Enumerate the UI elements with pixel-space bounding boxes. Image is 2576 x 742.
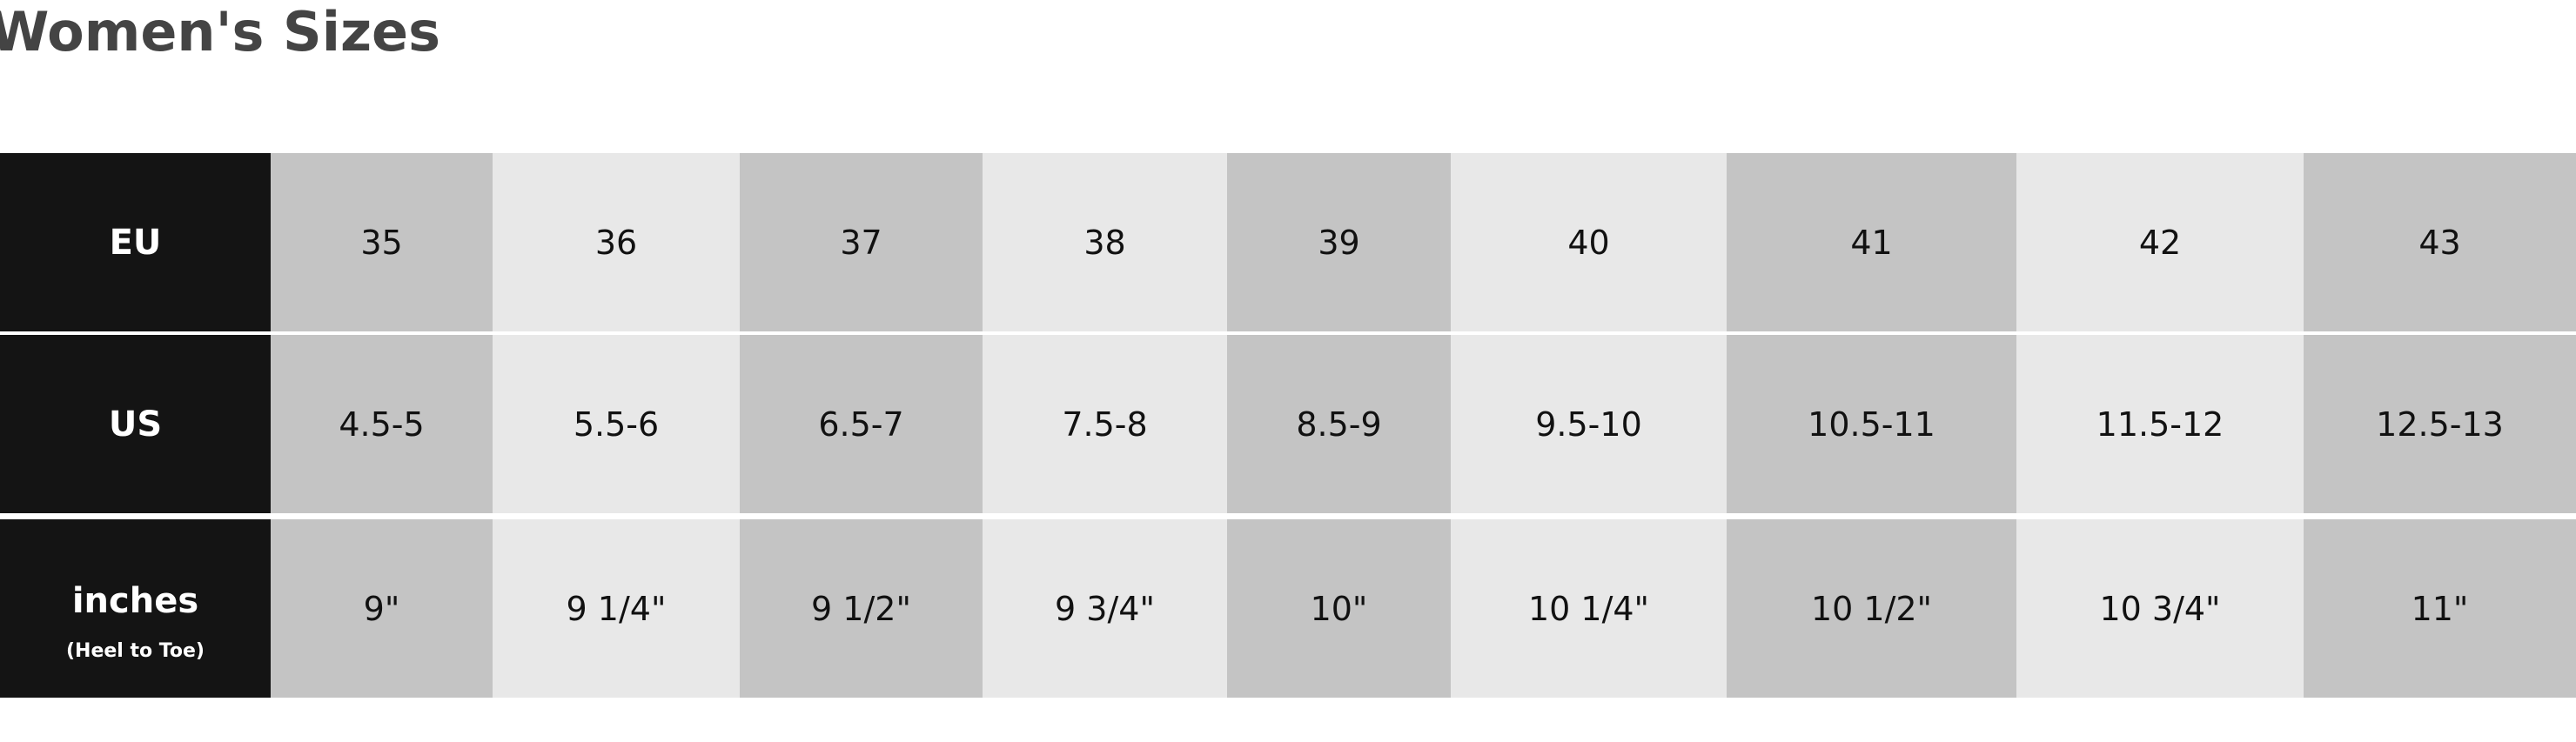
row-header: US: [0, 335, 271, 513]
size-cell: 9.5-10: [1451, 335, 1727, 513]
size-cell: 10 3/4": [2016, 519, 2304, 698]
size-cell: 11.5-12: [2016, 335, 2304, 513]
size-cell: 12.5-13: [2304, 335, 2576, 513]
size-cell: 4.5-5: [271, 335, 493, 513]
size-cell: 7.5-8: [983, 335, 1227, 513]
size-cell: 10.5-11: [1727, 335, 2016, 513]
size-cell: 10 1/2": [1727, 519, 2016, 698]
size-cell: 36: [493, 153, 740, 331]
size-cell: 9": [271, 519, 493, 698]
size-cell: 11": [2304, 519, 2576, 698]
row-label: US: [108, 404, 163, 445]
size-cell: 8.5-9: [1227, 335, 1451, 513]
size-cell: 39: [1227, 153, 1451, 331]
size-cell: 9 1/4": [493, 519, 740, 698]
size-cell: 10": [1227, 519, 1451, 698]
row-label: EU: [109, 222, 162, 263]
row-sublabel: (Heel to Toe): [66, 640, 205, 662]
page-title: Women's Sizes: [0, 0, 440, 64]
size-cell: 10 1/4": [1451, 519, 1727, 698]
row-header: inches (Heel to Toe): [0, 519, 271, 698]
size-cell: 41: [1727, 153, 2016, 331]
size-cell: 35: [271, 153, 493, 331]
row-header: EU: [0, 153, 271, 331]
size-cell: 9 1/2": [740, 519, 983, 698]
size-cell: 40: [1451, 153, 1727, 331]
size-cell: 6.5-7: [740, 335, 983, 513]
size-cell: 37: [740, 153, 983, 331]
size-cell: 5.5-6: [493, 335, 740, 513]
row-label: inches: [71, 581, 199, 621]
size-cell: 38: [983, 153, 1227, 331]
size-cell: 42: [2016, 153, 2304, 331]
size-cell: 43: [2304, 153, 2576, 331]
size-cell: 9 3/4": [983, 519, 1227, 698]
